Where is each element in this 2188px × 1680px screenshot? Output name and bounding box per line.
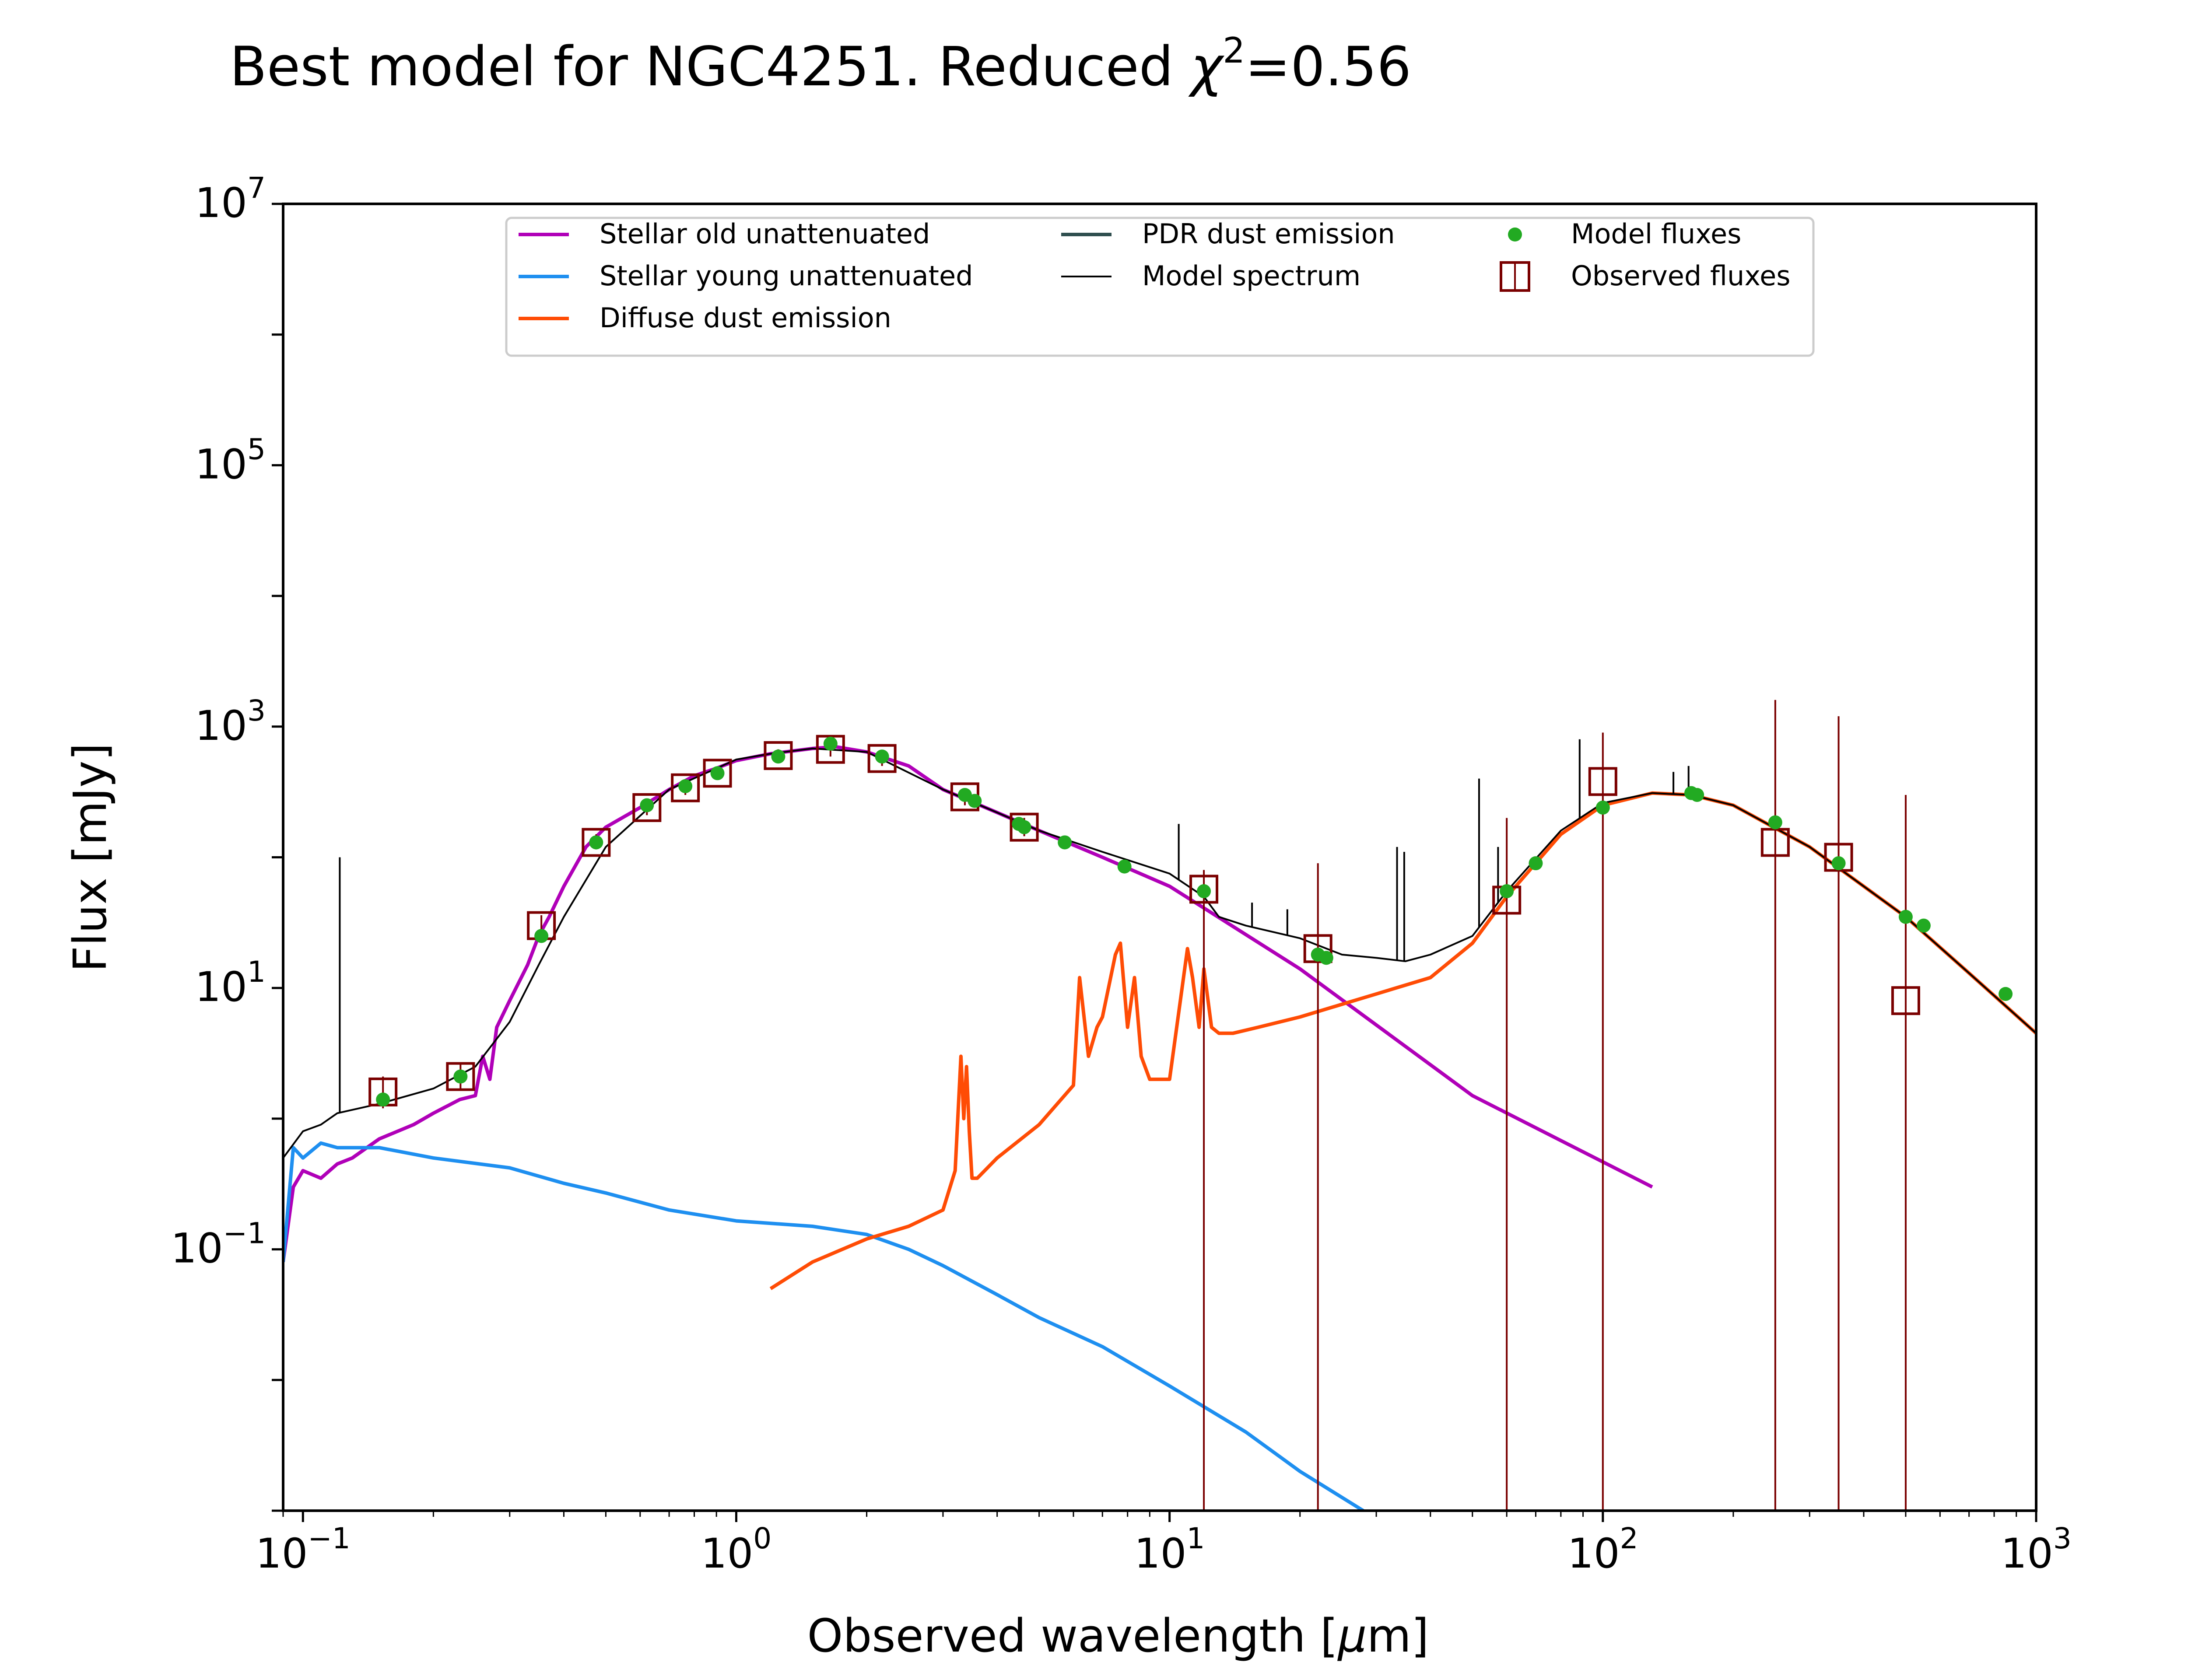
series-line-model-spectrum [283, 747, 2036, 1158]
model-flux-point [453, 1069, 468, 1084]
x-tick-exp: 1 [1186, 1522, 1205, 1555]
y-tick-label: 103 [195, 694, 266, 750]
model-flux-point [1197, 884, 1211, 899]
model-flux-point [875, 749, 889, 764]
legend-label-stellar-young-unattenuated: Stellar young unattenuated [600, 260, 973, 292]
model-flux-point [1595, 800, 1610, 815]
y-tick-exp: 1 [247, 955, 266, 989]
chart-title-chi: χ [1188, 35, 1225, 98]
observed-flux-marker [582, 828, 611, 857]
model-flux-point [823, 736, 838, 751]
legend-label-observed-fluxes: Observed fluxes [1571, 260, 1791, 292]
model-flux-point [771, 749, 785, 764]
model-flux-point [1529, 856, 1543, 871]
legend-label-stellar-old-unattenuated: Stellar old unattenuated [600, 218, 930, 250]
x-tick-label: 102 [1567, 1522, 1638, 1578]
x-tick-label: 100 [701, 1522, 772, 1578]
legend: Stellar old unattenuated Stellar young un… [505, 217, 1815, 357]
observed-flux-marker [1303, 934, 1332, 963]
x-tick-base: 10 [256, 1530, 308, 1578]
series-layer [283, 739, 2036, 1511]
model-flux-point [1017, 820, 1031, 834]
model-flux-point [1916, 918, 1931, 933]
legend-label-model-spectrum: Model spectrum [1142, 260, 1360, 292]
legend-label-pdr-dust-emission: PDR dust emission [1142, 218, 1395, 250]
y-tick-exp: −1 [223, 1217, 266, 1250]
x-tick-exp: 2 [1620, 1522, 1638, 1555]
observed-flux-marker [764, 741, 793, 770]
x-tick-label: 101 [1134, 1522, 1205, 1578]
series-line-diffuse-dust-emission [769, 791, 2036, 1290]
model-flux-point [640, 798, 654, 812]
model-flux-point [1831, 856, 1846, 871]
observed-flux-marker [671, 773, 700, 802]
model-flux-point [1500, 884, 1514, 899]
chart-title-chi-exp: 2 [1223, 30, 1245, 71]
chart-title-value: =0.56 [1245, 35, 1411, 98]
y-tick-label: 10−1 [171, 1217, 266, 1273]
y-tick-base: 10 [195, 702, 247, 750]
observed-flux-marker [1189, 875, 1219, 904]
model-flux-point [678, 779, 693, 793]
legend-label-diffuse-dust-emission: Diffuse dust emission [600, 302, 891, 334]
x-tick-base: 10 [1134, 1530, 1187, 1578]
model-flux-point [1690, 788, 1704, 802]
model-flux-point [534, 929, 549, 943]
observed-flux-marker [1588, 767, 1617, 796]
series-line-stellar-young-unattenuated [283, 1141, 1364, 1511]
model-flux-point [589, 835, 603, 850]
model-flux-point [710, 766, 725, 780]
model-flux-point [1898, 910, 1913, 924]
chart-title: Best model for NGC4251. Reduced χ2=0.56 [230, 30, 1411, 98]
y-tick-label: 105 [195, 432, 266, 488]
error-bar-layer [382, 700, 1907, 1511]
model-flux-point [1319, 951, 1333, 965]
x-axis-label-pre: Observed wavelength [ [807, 1609, 1338, 1662]
model-flux-point [376, 1092, 390, 1107]
y-tick-label: 101 [195, 955, 266, 1011]
x-axis-label: Observed wavelength [μm] [807, 1609, 1429, 1662]
model-flux-point [1058, 835, 1072, 850]
y-tick-label: 107 [195, 171, 266, 227]
model-flux-point [968, 794, 982, 808]
observed-flux-marker [446, 1062, 475, 1091]
y-tick-exp: 7 [247, 171, 266, 205]
chart-title-main: Best model for NGC4251. Reduced [230, 35, 1191, 98]
x-tick-base: 10 [2001, 1530, 2053, 1578]
x-tick-exp: 0 [753, 1522, 771, 1555]
points-layer [368, 735, 2013, 1107]
observed-flux-marker [867, 744, 897, 773]
observed-flux-marker [816, 735, 845, 764]
y-axis-label: Flux [mJy] [63, 743, 117, 972]
legend-swatch-model-fluxes [1508, 228, 1522, 242]
observed-flux-marker [632, 793, 662, 822]
y-tick-base: 10 [195, 963, 247, 1011]
x-axis-label-post: m] [1367, 1609, 1429, 1662]
observed-flux-marker [703, 759, 732, 788]
observed-flux-marker [1891, 986, 1920, 1015]
observed-flux-marker [1010, 812, 1039, 842]
model-flux-point [1768, 815, 1782, 830]
legend-label-model-fluxes: Model fluxes [1571, 218, 1741, 250]
model-flux-point [1117, 859, 1132, 874]
x-tick-base: 10 [701, 1530, 754, 1578]
y-tick-base: 10 [195, 179, 247, 227]
legend-box [505, 217, 1815, 357]
x-tick-base: 10 [1567, 1530, 1620, 1578]
x-tick-label: 103 [2001, 1522, 2072, 1578]
y-tick-exp: 5 [247, 432, 266, 466]
model-flux-point [1999, 987, 2013, 1001]
x-tick-exp: −1 [308, 1522, 350, 1555]
observed-flux-marker [1824, 843, 1853, 872]
x-tick-exp: 3 [2053, 1522, 2072, 1555]
x-axis-label-mu: μ [1337, 1609, 1367, 1662]
y-tick-base: 10 [171, 1225, 223, 1273]
y-tick-exp: 3 [247, 694, 266, 728]
x-tick-label: 10−1 [256, 1522, 351, 1578]
y-tick-base: 10 [195, 441, 247, 488]
